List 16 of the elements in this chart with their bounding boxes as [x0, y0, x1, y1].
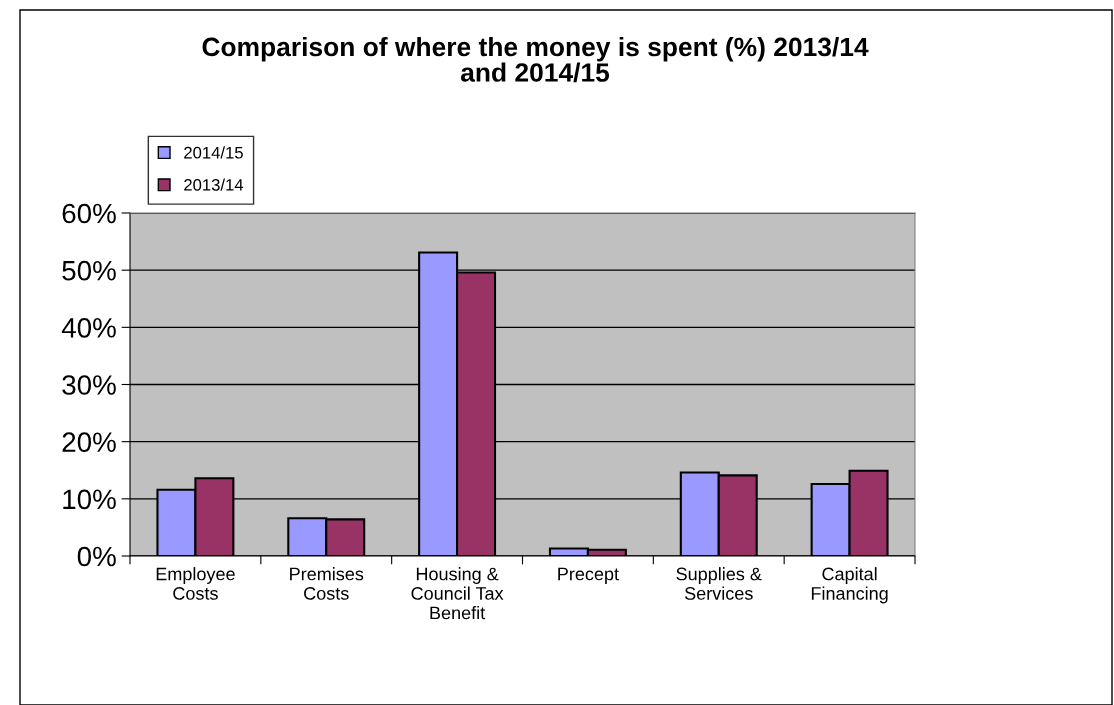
x-tick-label: Capital Financing [811, 567, 888, 604]
y-tick-label: 30% [62, 375, 116, 395]
x-tick-label: Supplies & Services [676, 567, 762, 600]
y-tick-label: 0% [77, 546, 116, 567]
x-tick-label: Premises Costs [290, 567, 364, 600]
y-tick-label: 60% [62, 203, 116, 224]
legend-label: 2013/14 [184, 178, 244, 191]
x-tick-label: Employee Costs [156, 567, 235, 600]
chart-title: Comparison of where the money is spent (%) 2013/14 and 2014/15 [202, 36, 869, 83]
x-tick-label: Precept [558, 567, 619, 584]
y-tick-label: 40% [61, 318, 116, 338]
x-tick-label: Housing & Council Tax Benefit [411, 567, 504, 620]
y-tick-label: 10% [63, 489, 116, 510]
y-tick-label: 20% [62, 432, 116, 453]
y-tick-label: 50% [62, 260, 116, 281]
legend-label: 2014/15 [184, 146, 243, 159]
